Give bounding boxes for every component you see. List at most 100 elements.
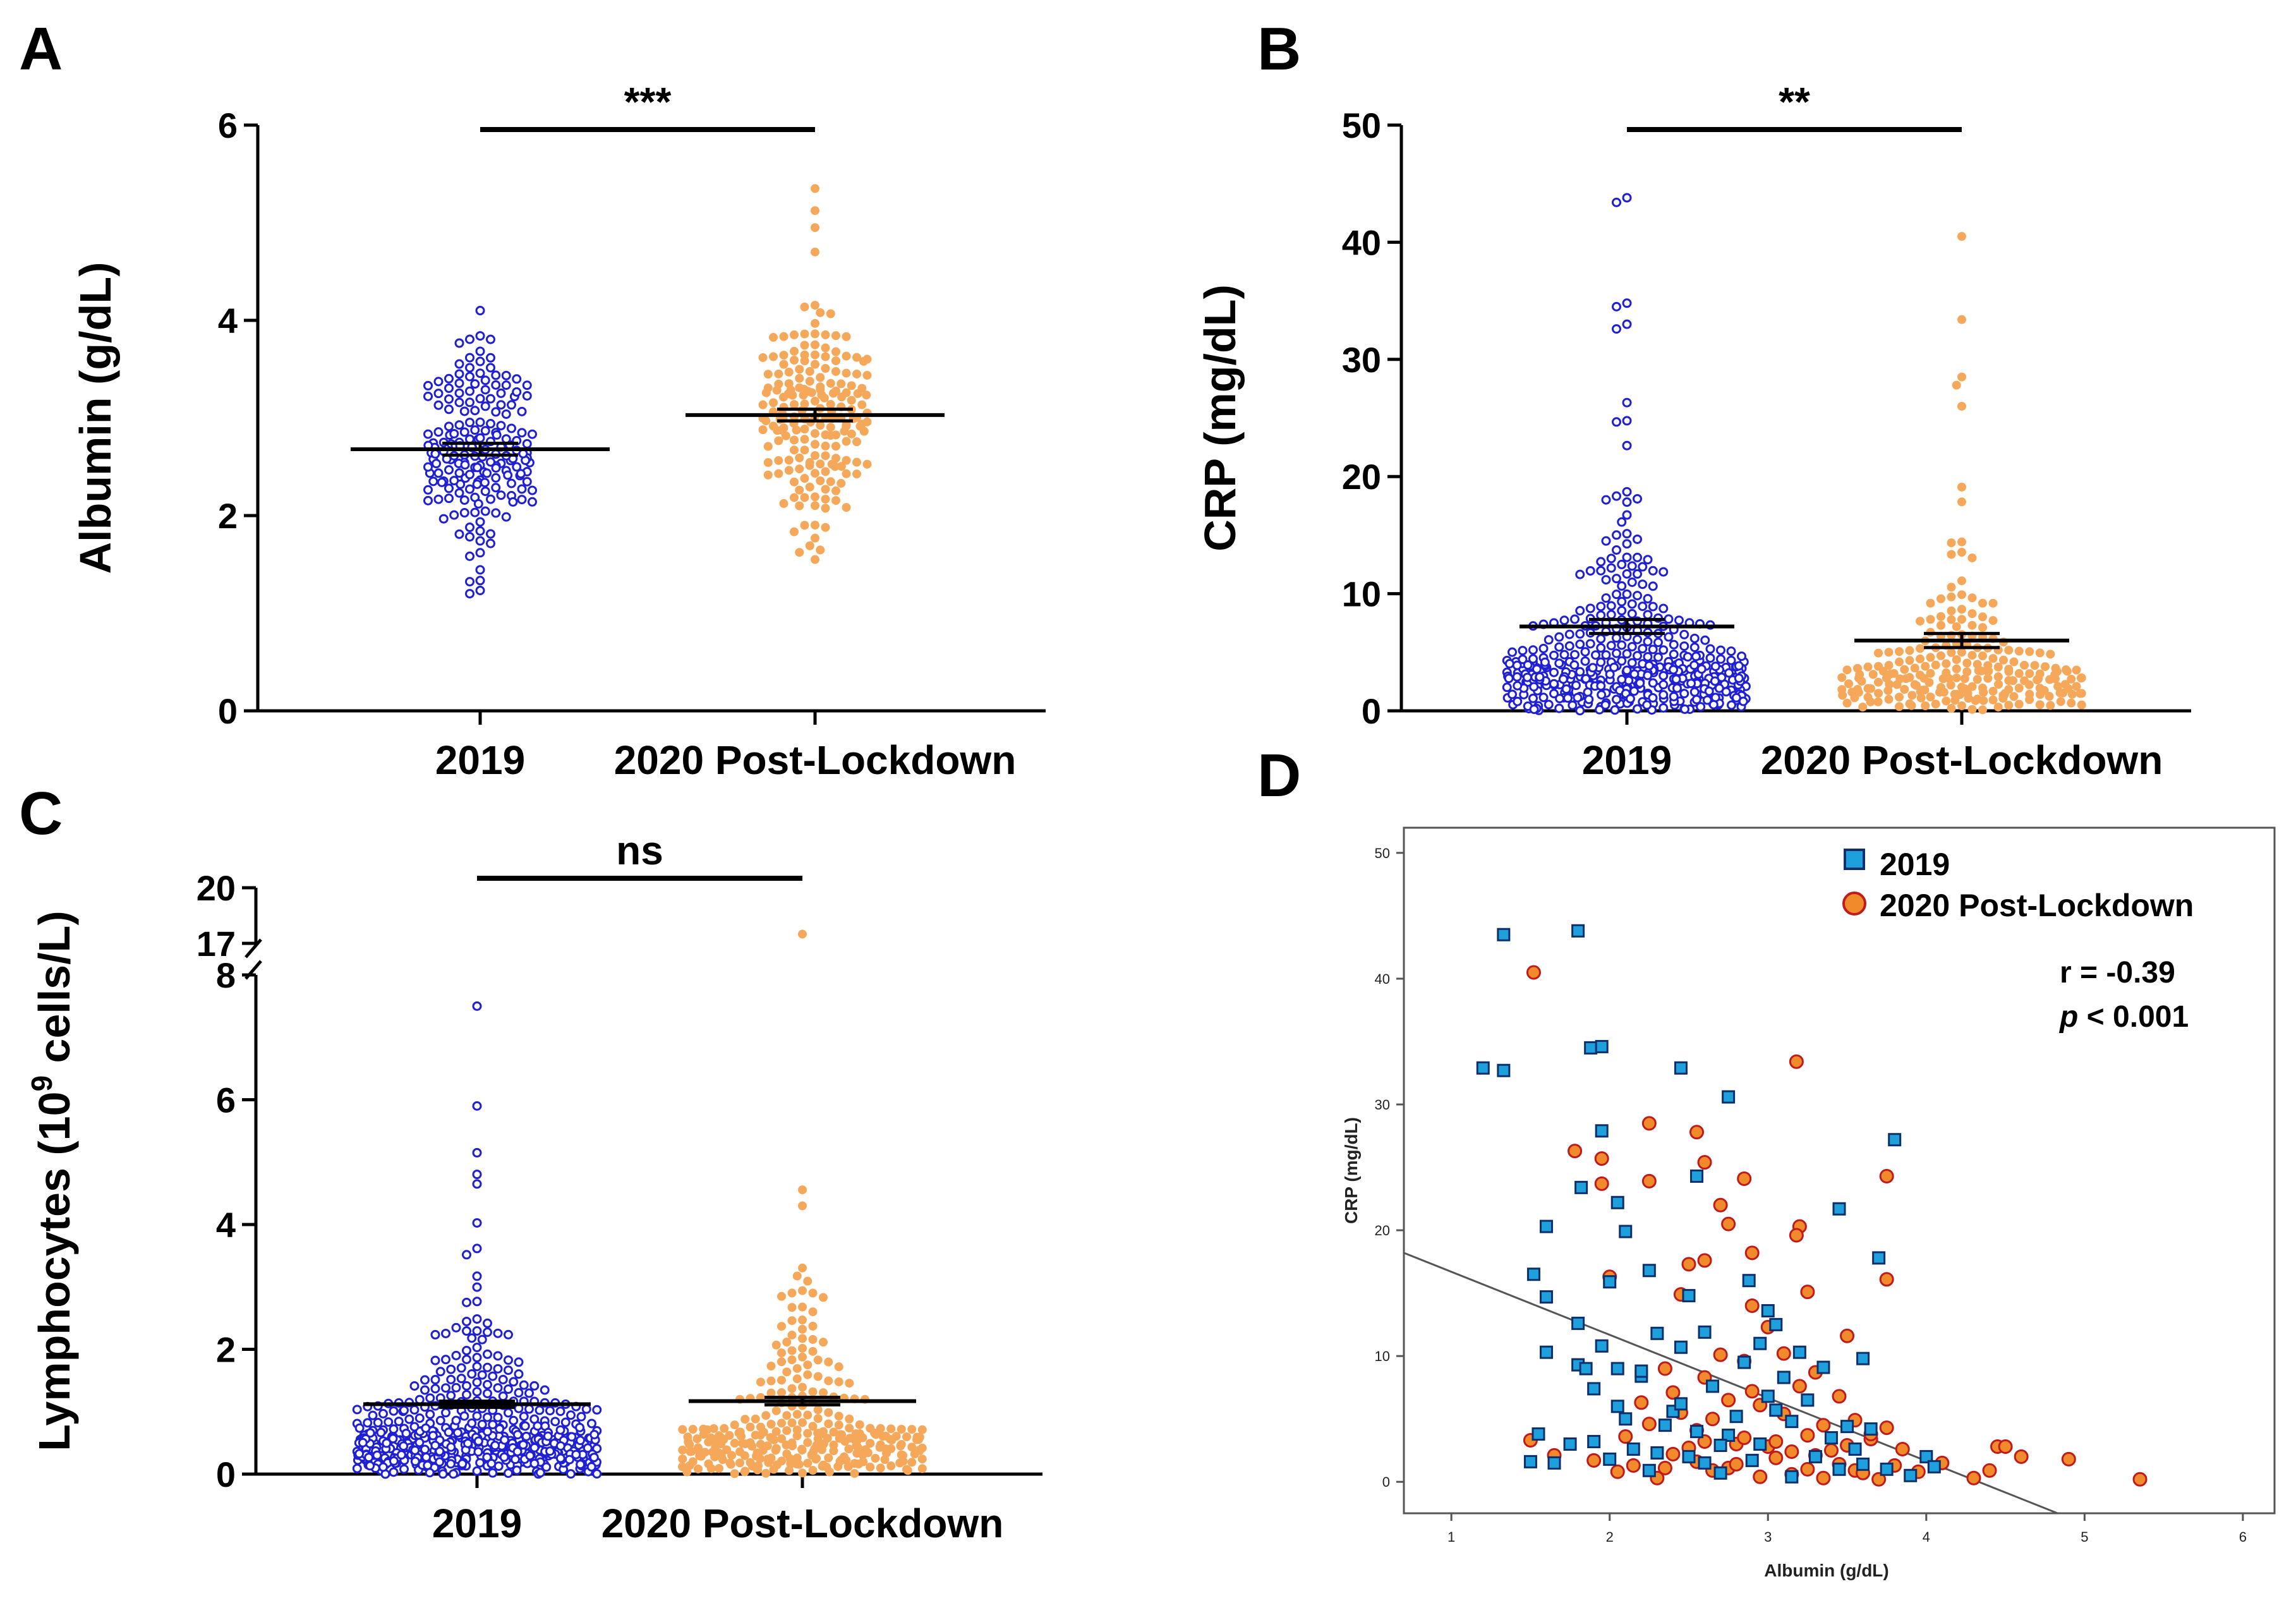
- legend-label-2020: 2020 Post-Lockdown: [1880, 888, 2194, 923]
- data-point: [423, 495, 433, 505]
- data-point: [1528, 645, 1538, 655]
- data-point: [816, 421, 825, 430]
- data-point: [480, 506, 490, 516]
- data-point: [1998, 694, 2008, 703]
- data-point-2019: [1769, 1403, 1783, 1417]
- data-point-2020: [1816, 1418, 1831, 1433]
- data-point: [834, 1362, 843, 1372]
- data-point-2020: [1753, 1469, 1768, 1484]
- data-point: [845, 1414, 854, 1424]
- data-point: [529, 1458, 540, 1468]
- data-point: [1653, 652, 1663, 662]
- data-point: [1554, 632, 1564, 642]
- data-point: [1612, 530, 1621, 540]
- data-point: [1669, 650, 1679, 660]
- data-point: [1705, 653, 1715, 663]
- data-point: [378, 1408, 388, 1419]
- data-point-2019: [1603, 1275, 1617, 1289]
- data-point: [399, 1464, 409, 1474]
- data-point: [774, 436, 783, 445]
- data-point: [777, 1376, 786, 1385]
- y-tick-label: 40: [1342, 222, 1381, 262]
- data-point: [1837, 673, 1847, 682]
- data-point: [1710, 662, 1720, 672]
- data-point: [423, 429, 433, 439]
- y-tick-label: 4: [216, 1205, 236, 1245]
- data-point-2019: [1761, 1304, 1775, 1317]
- data-point: [787, 1355, 797, 1365]
- data-point: [410, 1456, 420, 1467]
- data-point: [1622, 539, 1632, 549]
- category-label: 2020 Post-Lockdown: [614, 737, 1017, 783]
- data-point: [446, 1391, 456, 1401]
- data-point: [441, 1355, 450, 1365]
- data-point: [465, 523, 474, 533]
- data-point-2020: [1879, 1420, 1894, 1436]
- data-point: [467, 1418, 477, 1428]
- data-point-2019: [1706, 1379, 1720, 1393]
- data-point: [2034, 674, 2043, 684]
- data-point-2020: [1792, 1379, 1807, 1394]
- data-point: [1837, 685, 1847, 694]
- data-point: [853, 1443, 862, 1452]
- data-point: [504, 1329, 513, 1340]
- data-point: [1518, 655, 1528, 665]
- data-point: [1564, 629, 1574, 639]
- data-point: [446, 1364, 456, 1374]
- data-point: [1532, 664, 1542, 674]
- data-point: [430, 1384, 440, 1394]
- data-point: [824, 1357, 833, 1367]
- data-point-2020: [1568, 1144, 1583, 1159]
- data-point: [2004, 676, 2014, 686]
- y-axis-title: CRP (mg/dL): [1341, 1117, 1361, 1224]
- data-point: [798, 1352, 807, 1362]
- data-point: [857, 400, 867, 409]
- data-point: [1648, 581, 1658, 591]
- data-point: [777, 1322, 786, 1331]
- data-point: [795, 548, 804, 557]
- data-point: [788, 390, 797, 400]
- data-point: [2025, 689, 2034, 699]
- data-point: [756, 1377, 765, 1387]
- legend-marker-2019: [1844, 849, 1865, 870]
- data-point-2019: [1713, 1466, 1727, 1480]
- data-point: [477, 1370, 487, 1380]
- data-point-2020: [1657, 1460, 1672, 1475]
- data-point: [486, 394, 495, 404]
- y-tick-label: 0: [1382, 1474, 1390, 1490]
- y-tick-label: 0: [216, 1455, 236, 1494]
- data-point: [1508, 689, 1517, 699]
- data-point-2020: [1729, 1456, 1744, 1472]
- data-point: [1689, 633, 1700, 643]
- significance-label: ns: [616, 828, 663, 873]
- data-point-2020: [2061, 1451, 2076, 1467]
- data-point: [797, 1445, 807, 1455]
- data-point: [798, 1316, 807, 1325]
- data-point: [456, 1363, 466, 1373]
- data-point: [1627, 561, 1637, 571]
- data-point-2019: [1539, 1219, 1553, 1233]
- data-point: [855, 1429, 864, 1439]
- data-point: [462, 1316, 471, 1326]
- data-point: [694, 1443, 703, 1453]
- y-axis-title: CRP (mg/dL): [1195, 284, 1245, 552]
- data-point: [465, 397, 474, 408]
- data-point: [1854, 674, 1864, 683]
- data-point: [365, 1428, 375, 1438]
- data-point: [1584, 694, 1594, 705]
- data-point: [1648, 566, 1658, 576]
- data-point: [472, 1297, 482, 1307]
- data-point-2019: [1532, 1427, 1545, 1441]
- data-point: [866, 1439, 875, 1448]
- data-point: [507, 400, 516, 410]
- data-point-2019: [1610, 1400, 1624, 1413]
- data-point: [787, 1330, 797, 1340]
- data-point: [1659, 690, 1669, 700]
- data-point: [2062, 667, 2072, 676]
- data-point: [560, 1417, 571, 1427]
- data-point: [504, 1365, 513, 1376]
- data-point: [1979, 696, 1988, 705]
- data-point: [1988, 695, 1998, 705]
- data-point: [1622, 497, 1632, 507]
- data-point: [816, 382, 825, 392]
